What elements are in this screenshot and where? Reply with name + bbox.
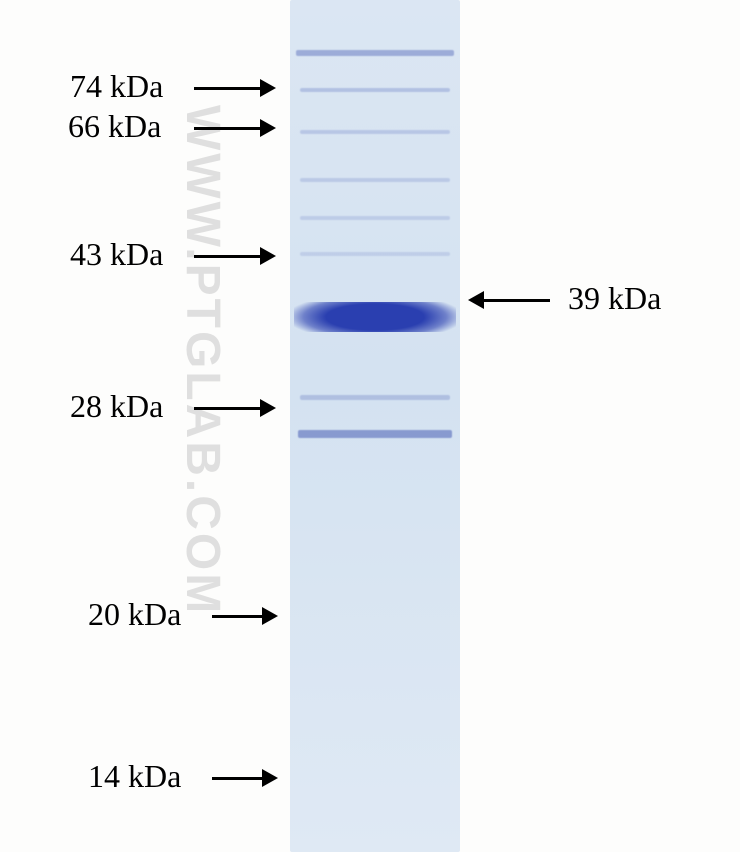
mw-label-left: 20 kDa xyxy=(88,596,181,633)
protein-band xyxy=(300,130,450,134)
marker-arrow xyxy=(194,79,276,97)
mw-label-left: 14 kDa xyxy=(88,758,181,795)
protein-band xyxy=(296,50,454,56)
marker-arrow xyxy=(194,399,276,417)
protein-band xyxy=(300,88,450,92)
marker-arrow xyxy=(212,769,278,787)
gel-lane xyxy=(290,0,460,852)
protein-band xyxy=(300,178,450,182)
marker-arrow xyxy=(212,607,278,625)
watermark: WWW.PTGLAB.COM xyxy=(175,105,230,616)
protein-band xyxy=(300,216,450,220)
marker-arrow xyxy=(194,247,276,265)
mw-label-left: 43 kDa xyxy=(70,236,163,273)
mw-label-left: 74 kDa xyxy=(70,68,163,105)
mw-label-left: 66 kDa xyxy=(68,108,161,145)
mw-label-left: 28 kDa xyxy=(70,388,163,425)
marker-arrow xyxy=(194,119,276,137)
protein-band xyxy=(300,252,450,256)
protein-band xyxy=(298,430,452,438)
marker-arrow xyxy=(468,291,550,309)
main-protein-band xyxy=(294,302,456,332)
protein-band xyxy=(300,395,450,400)
mw-label-right: 39 kDa xyxy=(568,280,661,317)
